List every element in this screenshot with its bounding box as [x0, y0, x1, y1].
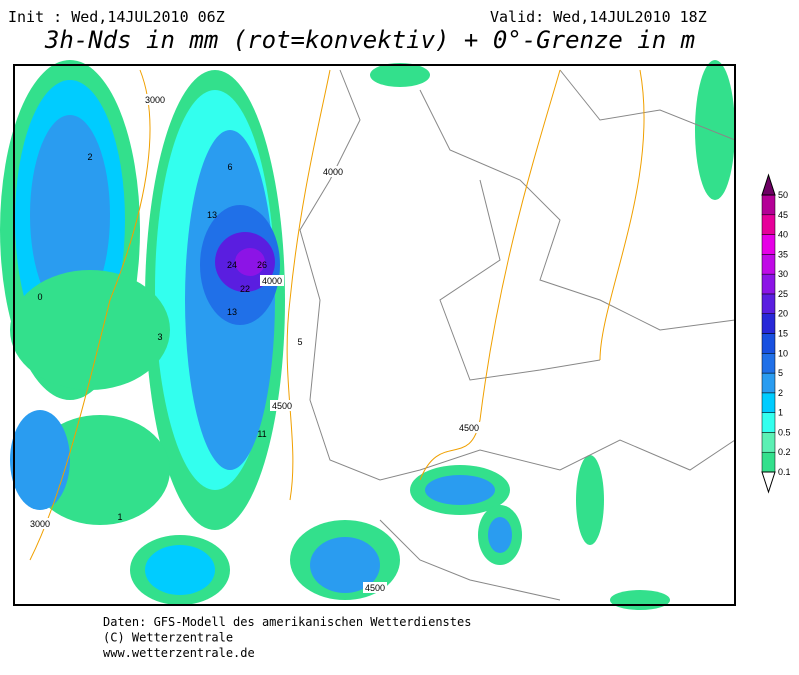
init-time: Init : Wed,14JUL2010 06Z [8, 8, 225, 26]
colorbar-label: 30 [778, 269, 788, 279]
contour-label-bg [363, 582, 387, 593]
contour-label: 3000 [145, 95, 165, 105]
colorbar-cap [761, 173, 776, 196]
colorbar-swatch [761, 333, 776, 354]
contour-label: 3000 [30, 519, 50, 529]
colorbar-label: 5 [778, 368, 783, 378]
map-frame [13, 64, 736, 606]
colorbar-swatch [761, 392, 776, 413]
colorbar-swatch [761, 372, 776, 394]
colorbar-swatch [761, 412, 776, 433]
colorbar-label: 2 [778, 388, 783, 398]
colorbar-swatch [761, 234, 776, 255]
precip-label: 0 [37, 292, 42, 302]
precip-label: 13 [207, 210, 217, 220]
colorbar-swatch [761, 353, 776, 374]
footer-line: Daten: GFS-Modell des amerikanischen Wet… [103, 615, 471, 629]
contour-label: 4500 [272, 401, 292, 411]
colorbar-swatch [761, 293, 776, 314]
colorbar-label: 50 [778, 190, 788, 200]
colorbar-label: 35 [778, 249, 788, 259]
precip-label: 5 [297, 337, 302, 347]
colorbar-swatch [761, 313, 776, 334]
footer-line: (C) Wetterzentrale [103, 631, 233, 645]
colorbar-swatch [761, 194, 776, 216]
colorbar-cap [761, 471, 776, 494]
colorbar-label: 0.5 [778, 427, 791, 437]
colorbar-label: 0.1 [778, 467, 791, 477]
precip-areas [0, 60, 735, 610]
freezing-level-contours [29, 69, 645, 561]
contour-label: 4500 [459, 423, 479, 433]
contour-label: 4000 [323, 167, 343, 177]
colorbar-label: 15 [778, 329, 788, 339]
colorbar-swatch [761, 451, 776, 473]
precip-label: 13 [227, 307, 237, 317]
precip-labels: 26 24 22 13 13 11 6 5 3 2 1 0 [37, 152, 302, 522]
colorbar-label: 10 [778, 348, 788, 358]
precip-label: 6 [227, 162, 232, 172]
colorbar-label: 0.2 [778, 447, 791, 457]
colorbar-swatch [761, 273, 776, 295]
contour-label: 4500 [365, 583, 385, 593]
precip-label: 24 [227, 260, 237, 270]
contour-label-bg [321, 166, 345, 177]
colorbar-swatch [761, 432, 776, 453]
precip-label: 26 [257, 260, 267, 270]
contour-label-bg [260, 275, 284, 286]
contour-label-bg [457, 422, 481, 433]
map-title: 3h-Nds in mm (rot=konvektiv) + 0°-Grenze… [44, 26, 695, 54]
precip-label: 3 [157, 332, 162, 342]
footer: Daten: GFS-Modell des amerikanischen Wet… [103, 615, 471, 660]
precip-label: 22 [240, 284, 250, 294]
valid-time: Valid: Wed,14JUL2010 18Z [490, 8, 707, 26]
colorbar-label: 20 [778, 309, 788, 319]
precip-label: 11 [257, 429, 266, 439]
colorbar-label: 1 [778, 408, 783, 418]
colorbar-label: 40 [778, 230, 788, 240]
precip-label: 1 [117, 512, 122, 522]
colorbar-label: 45 [778, 210, 788, 220]
borders [299, 69, 736, 601]
contour-labels: 3000 4000 4000 4500 4500 3000 4500 [28, 94, 481, 593]
footer-line: www.wetterzentrale.de [103, 646, 255, 660]
contour-label-bg [28, 518, 52, 529]
contour-label-bg [143, 94, 167, 105]
colorbar-swatch [761, 254, 776, 275]
contour-label: 4000 [262, 276, 282, 286]
colorbar-label: 25 [778, 289, 788, 299]
contour-label-bg [270, 400, 294, 411]
colorbar-swatch [761, 214, 776, 235]
precip-label: 2 [87, 152, 92, 162]
